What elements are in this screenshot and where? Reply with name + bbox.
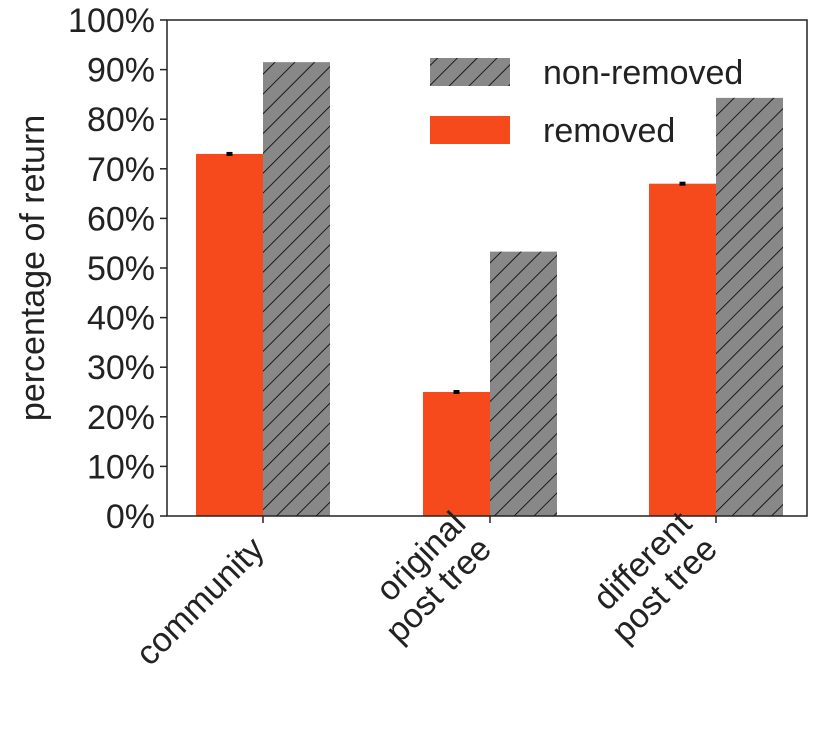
y-tick-label: 30% bbox=[87, 349, 155, 387]
plot-frame bbox=[166, 19, 808, 517]
bar bbox=[263, 62, 330, 516]
bar bbox=[490, 251, 557, 516]
y-tick-label: 40% bbox=[87, 300, 155, 338]
y-tick-label: 60% bbox=[87, 200, 155, 238]
legend-label: removed bbox=[543, 112, 675, 150]
bar bbox=[716, 97, 783, 516]
y-tick-label: 0% bbox=[106, 498, 155, 536]
y-tick-label: 80% bbox=[87, 101, 155, 139]
y-tick-label: 90% bbox=[87, 52, 155, 90]
x-tick-label: differentpost tree bbox=[579, 504, 725, 650]
y-tick-label: 100% bbox=[68, 2, 155, 40]
legend-swatch bbox=[430, 58, 510, 86]
bar bbox=[649, 183, 716, 516]
legend-swatch bbox=[430, 116, 510, 144]
x-tick-label: community bbox=[129, 530, 272, 673]
y-axis-label: percentage of return bbox=[14, 115, 52, 421]
bar bbox=[196, 153, 263, 517]
y-tick-label: 50% bbox=[87, 250, 155, 288]
y-tick-label: 20% bbox=[87, 399, 155, 437]
x-tick-label: originalpost tree bbox=[353, 504, 499, 650]
y-tick-label: 70% bbox=[87, 151, 155, 189]
y-tick-label: 10% bbox=[87, 448, 155, 486]
bar bbox=[423, 392, 490, 516]
legend-label: non-removed bbox=[543, 54, 743, 92]
